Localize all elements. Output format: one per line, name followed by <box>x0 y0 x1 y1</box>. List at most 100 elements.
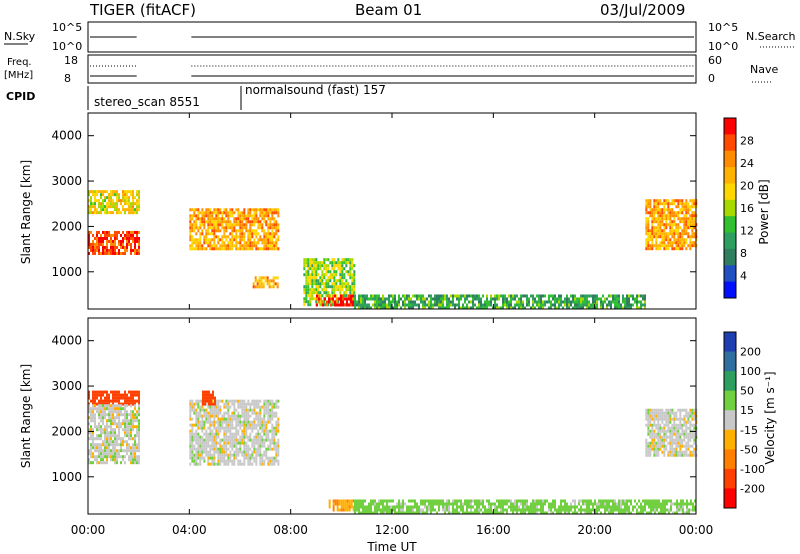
heatmap-cell <box>266 279 269 283</box>
heatmap-cell <box>677 238 680 242</box>
heatmap-cell <box>118 434 120 438</box>
heatmap-cell <box>669 444 672 448</box>
heatmap-cell <box>271 408 274 412</box>
heatmap-cell <box>424 306 426 310</box>
heatmap-cell <box>343 294 346 298</box>
heatmap-cell <box>134 440 136 444</box>
heatmap-cell <box>126 396 128 400</box>
heatmap-cell <box>225 399 228 403</box>
heatmap-cell <box>522 294 524 298</box>
heatmap-cell <box>351 291 354 295</box>
heatmap-cell <box>227 226 230 230</box>
heatmap-cell <box>340 300 342 304</box>
heatmap-cell <box>498 306 500 310</box>
heatmap-cell <box>112 251 114 255</box>
heatmap-cell <box>193 435 196 439</box>
heatmap-cell <box>207 462 210 466</box>
heatmap-cell <box>94 190 96 194</box>
heatmap-cell <box>424 300 426 304</box>
heatmap-cell <box>221 447 224 451</box>
heatmap-cell <box>400 511 402 515</box>
heatmap-cell <box>138 245 140 249</box>
heatmap-cell <box>659 417 662 421</box>
heatmap-cell <box>426 505 428 509</box>
heatmap-cell <box>336 297 338 301</box>
heatmap-cell <box>106 390 108 394</box>
heatmap-cell <box>659 441 662 445</box>
heatmap-cell <box>104 248 106 252</box>
heatmap-cell <box>388 508 390 512</box>
heatmap-cell <box>205 414 208 418</box>
heatmap-cell <box>681 423 684 427</box>
heatmap-cell <box>136 443 138 447</box>
heatmap-cell <box>687 205 690 209</box>
heatmap-cell <box>128 446 130 450</box>
heatmap-cell <box>92 443 94 447</box>
heatmap-cell <box>227 447 230 451</box>
heatmap-cell <box>138 428 140 432</box>
heatmap-cell <box>622 502 624 506</box>
heatmap-cell <box>634 505 636 509</box>
heatmap-cell <box>276 285 279 289</box>
heatmap-cell <box>243 462 246 466</box>
heatmap-cell <box>378 505 380 509</box>
heatmap-cell <box>247 208 250 212</box>
heatmap-cell <box>277 429 280 433</box>
heatmap-cell <box>116 461 118 465</box>
heatmap-cell <box>317 288 320 292</box>
heatmap-cell <box>651 414 654 418</box>
heatmap-cell <box>114 393 116 397</box>
heatmap-cell <box>350 297 352 301</box>
heatmap-cell <box>673 438 676 442</box>
heatmap-cell <box>341 258 344 262</box>
heatmap-cell <box>550 300 552 304</box>
heatmap-cell <box>265 247 268 251</box>
heatmap-cell <box>98 230 100 234</box>
heatmap-cell <box>249 453 252 457</box>
heatmap-cell <box>116 245 118 249</box>
heatmap-cell <box>644 502 646 506</box>
heatmap-cell <box>667 417 670 421</box>
heatmap-cell <box>661 220 664 224</box>
heatmap-cell <box>408 499 410 503</box>
heatmap-cell <box>225 429 228 433</box>
heatmap-cell <box>100 425 102 429</box>
heatmap-cell <box>620 499 622 503</box>
heatmap-cell <box>229 426 232 430</box>
heatmap-cell <box>345 258 348 262</box>
heatmap-cell <box>378 294 380 298</box>
heatmap-cell <box>494 297 496 301</box>
heatmap-cell <box>574 499 576 503</box>
heatmap-cell <box>677 435 680 439</box>
heatmap-cell <box>204 396 206 400</box>
heatmap-cell <box>520 511 522 515</box>
heatmap-cell <box>94 449 96 453</box>
heatmap-cell <box>649 411 652 415</box>
heatmap-cell <box>235 408 238 412</box>
heatmap-cell <box>108 437 110 441</box>
heatmap-cell <box>116 190 118 194</box>
heatmap-cell <box>340 297 342 301</box>
heatmap-cell <box>235 220 238 224</box>
heatmap-cell <box>257 402 260 406</box>
heatmap-cell <box>243 226 246 230</box>
heatmap-cell <box>580 499 582 503</box>
heatmap-cell <box>263 241 266 245</box>
heatmap-cell <box>508 505 510 509</box>
heatmap-cell <box>663 450 666 454</box>
heatmap-cell <box>270 279 273 283</box>
heatmap-cell <box>667 235 670 239</box>
heatmap-cell <box>191 235 194 239</box>
heatmap-cell <box>693 438 696 442</box>
heatmap-cell <box>98 399 100 403</box>
heatmap-cell <box>275 223 278 227</box>
heatmap-cell <box>90 461 92 465</box>
heatmap-cell <box>392 306 394 310</box>
heatmap-cell <box>656 505 658 509</box>
heatmap-cell <box>100 407 102 411</box>
heatmap-cell <box>219 441 222 445</box>
heatmap-cell <box>442 508 444 512</box>
heatmap-cell <box>251 453 254 457</box>
heatmap-cell <box>233 405 236 409</box>
